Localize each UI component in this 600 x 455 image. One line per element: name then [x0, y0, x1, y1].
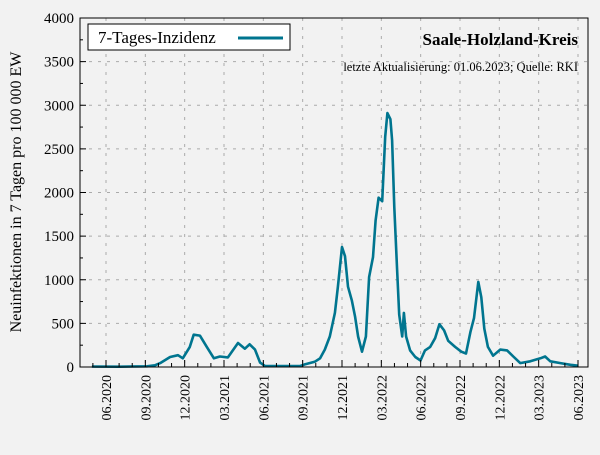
y-tick-label: 0 [67, 360, 75, 376]
series-line [91, 111, 579, 369]
x-tick-label: 03.2023 [533, 375, 548, 421]
axes: 0 500 1000 1500 2000 2500 3000 3500 4000 06.2020 0… [44, 11, 587, 421]
chart-title: Saale-Holzland-Kreis [422, 30, 578, 49]
chart-subtitle: letzte Aktualisierung: 01.06.2023; Quell… [343, 60, 578, 74]
x-tick-label: 06.2022 [415, 375, 430, 421]
x-tick-label: 06.2023 [572, 375, 587, 421]
x-tick-label: 06.2020 [100, 375, 115, 421]
y-tick-label: 500 [52, 316, 75, 332]
y-axis-label: Neuinfektionen in 7 Tagen pro 100 000 EW [8, 51, 25, 333]
x-tick-label: 12.2022 [493, 375, 508, 421]
y-tick-label: 3000 [44, 98, 74, 114]
x-tick-label: 06.2021 [257, 375, 272, 421]
y-tick-label: 2000 [44, 186, 74, 202]
x-tick-label: 12.2021 [336, 375, 351, 421]
x-tick-label: 09.2020 [139, 375, 154, 421]
y-tick-label: 1500 [44, 229, 74, 245]
x-tick-label: 03.2021 [218, 375, 233, 421]
plot-frame [79, 17, 589, 368]
x-tick-label: 12.2020 [179, 375, 194, 421]
legend: 7-Tages-Inzidenz [87, 23, 291, 51]
y-tick-label: 2500 [44, 142, 74, 158]
y-tick-label: 4000 [44, 11, 74, 27]
y-tick-label: 3500 [44, 55, 74, 71]
x-tick-label: 03.2022 [375, 375, 390, 421]
legend-label: 7-Tages-Inzidenz [98, 28, 216, 47]
y-tick-label: 1000 [44, 273, 74, 289]
x-tick-label: 09.2021 [297, 375, 312, 421]
series-layer [91, 111, 579, 369]
grid [80, 18, 588, 367]
x-tick-label: 09.2022 [454, 375, 469, 421]
